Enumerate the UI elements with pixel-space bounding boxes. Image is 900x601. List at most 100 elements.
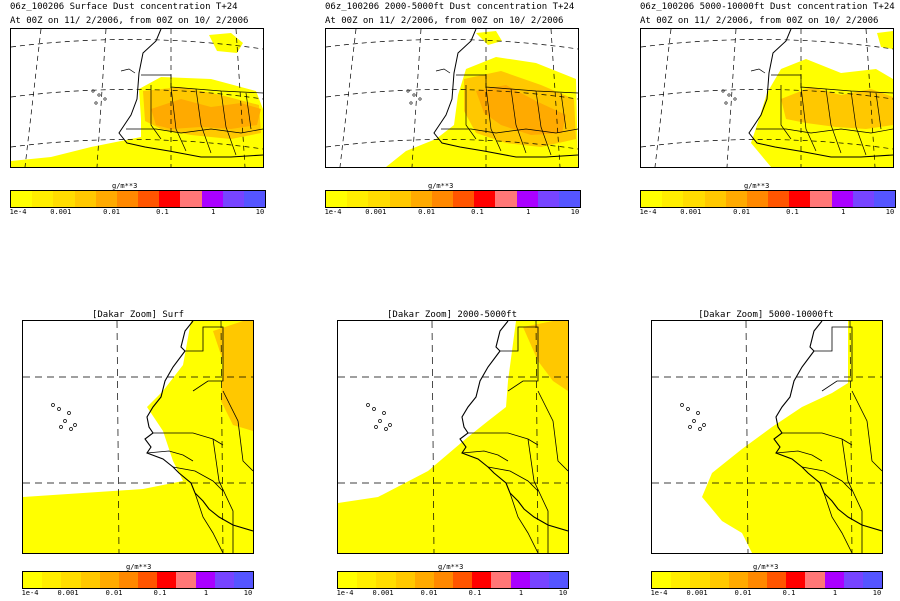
zoom-title: [Dakar Zoom] 2000-5000ft (386, 310, 518, 320)
colorbar-swatch (222, 191, 244, 207)
graticule-line (220, 321, 224, 553)
colorbar-swatch (431, 191, 454, 207)
colorbar-swatch (32, 191, 54, 207)
graticule-line (641, 39, 893, 50)
country-border (775, 450, 823, 462)
colorbar-tick-label: 0.001 (372, 589, 394, 597)
colorbar-swatch (74, 191, 96, 207)
country-border (825, 88, 842, 154)
cape-verde-island (686, 407, 690, 411)
colorbar-tick-label: 0.1 (782, 589, 796, 597)
colorbar-swatch (810, 191, 832, 207)
country-border (212, 438, 234, 553)
colorbar-swatch (768, 191, 790, 207)
island (94, 101, 98, 105)
country-border (537, 390, 568, 472)
dust-concentration-area (781, 87, 893, 129)
dust-concentration-area (877, 31, 893, 49)
country-border (485, 86, 502, 152)
colorbar-swatch (683, 191, 705, 207)
colorbar-swatch (214, 572, 234, 588)
colorbar-swatch (410, 191, 432, 207)
country-border (150, 85, 162, 140)
country-border (780, 85, 792, 140)
colorbar-tick-label: 1e-4 (336, 589, 354, 597)
cape-verde-island (698, 427, 702, 431)
colorbar-swatch (453, 191, 475, 207)
country-border (456, 74, 578, 94)
country-border (170, 86, 187, 152)
coastline (459, 321, 568, 532)
graticule-line (431, 321, 435, 553)
colorbar-swatch (641, 191, 663, 207)
colorbar-swatch (138, 191, 160, 207)
country-border (126, 128, 263, 134)
dust-concentration-area (476, 85, 566, 135)
country-border (461, 450, 509, 462)
country-border (771, 74, 893, 94)
cape-verde-island (372, 407, 376, 411)
colorbar-tick-label: 1e-4 (9, 208, 27, 216)
colorbar-swatch (873, 191, 896, 207)
colorbar-tick-label: 0.001 (57, 589, 79, 597)
colorbar-swatch (510, 572, 530, 588)
colorbar-swatch (690, 572, 710, 588)
colorbar-swatch (786, 572, 806, 588)
cape-verde-island (702, 423, 706, 427)
dust-concentration-area (151, 99, 261, 129)
country-border (245, 92, 252, 130)
colorbar-swatch (80, 572, 100, 588)
island (409, 101, 413, 105)
dust-concentration-area (523, 321, 568, 391)
colorbar-swatch (180, 191, 202, 207)
panel-subtitle: At 00Z on 11/ 2/2006, from 00Z on 10/ 2/… (640, 16, 879, 26)
colorbar-tick-label: 1 (832, 589, 838, 597)
colorbar-tick-label: 0.1 (468, 589, 482, 597)
cape-verde-island (67, 411, 71, 415)
colorbar-swatch (95, 191, 117, 207)
island (733, 97, 737, 101)
colorbar-swatch (704, 191, 726, 207)
cape-verde-island (57, 407, 61, 411)
dust-concentration-area (209, 33, 243, 53)
colorbar-tick-label: 1 (526, 208, 531, 216)
colorbar-tick-label: 10 (255, 208, 265, 216)
colorbar-swatch (746, 191, 769, 207)
colorbar-tick-label: 0.01 (733, 208, 751, 216)
panel-title: 06z_100206 2000-5000ft Dust concentratio… (325, 2, 575, 12)
colorbar-tick-label: 0.1 (156, 208, 169, 216)
colorbar-swatch (176, 572, 196, 588)
colorbar-tick-label: 0.001 (680, 208, 702, 216)
colorbar (22, 571, 254, 589)
coastline (433, 29, 578, 158)
colorbar-swatch (159, 191, 181, 207)
island (727, 93, 731, 97)
colorbar-swatch (347, 191, 369, 207)
zoom-title: [Dakar Zoom] 5000-10000ft (698, 310, 834, 320)
graticule-line (24, 29, 42, 167)
unit-label: g/m**3 (112, 182, 138, 190)
unit-label: g/m**3 (438, 563, 464, 571)
country-border (875, 92, 882, 130)
country-border (756, 128, 893, 134)
coastline (748, 29, 893, 158)
colorbar-swatch (138, 572, 158, 588)
country-border (850, 90, 867, 156)
country-border (535, 90, 552, 156)
colorbar-tick-label: 1 (203, 589, 209, 597)
colorbar-swatch (662, 191, 684, 207)
colorbar-swatch (767, 572, 787, 588)
colorbar-tick-label: 0.01 (420, 589, 438, 597)
dust-concentration-area (702, 321, 882, 553)
country-border (509, 492, 539, 553)
colorbar-tick-label: 10 (570, 208, 580, 216)
colorbar-swatch (376, 572, 396, 588)
colorbar-swatch (725, 191, 747, 207)
cape-verde-island (384, 427, 388, 431)
country-border (801, 466, 853, 492)
country-border (185, 326, 224, 392)
dust-concentration-area (23, 321, 253, 553)
colorbar-tick-label: 0.01 (103, 208, 121, 216)
island (406, 89, 410, 93)
country-border (500, 326, 539, 392)
